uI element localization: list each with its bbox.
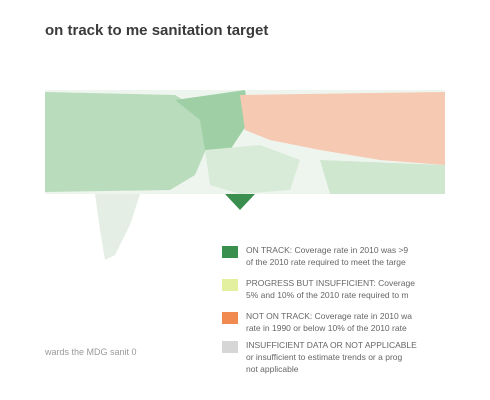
region-asia (320, 160, 445, 194)
legend-text: NOT ON TRACK: Coverage rate in 2010 wa ra… (246, 310, 412, 334)
legend-line: INSUFFICIENT DATA OR NOT APPLICABLE (246, 340, 417, 350)
region-not-on-track (240, 92, 445, 165)
caption: wards the MDG sanit 0 (45, 347, 137, 357)
legend-line: of the 2010 rate required to meet the ta… (246, 257, 406, 267)
legend-line: ON TRACK: Coverage rate in 2010 was >9 (246, 245, 409, 255)
legend-swatch (222, 312, 238, 324)
region-south-america (95, 194, 140, 260)
legend-swatch (222, 341, 238, 353)
legend-line: not applicable (246, 364, 299, 374)
region-green (45, 92, 210, 192)
legend-line: NOT ON TRACK: Coverage rate in 2010 wa (246, 311, 412, 321)
region-europe (175, 90, 250, 150)
legend-text: PROGRESS BUT INSUFFICIENT: Coverage 5% an… (246, 277, 415, 301)
legend-swatch (222, 279, 238, 291)
legend-line: rate in 1990 or below 10% of the 2010 ra… (246, 323, 407, 333)
legend-text: ON TRACK: Coverage rate in 2010 was >9 of… (246, 244, 408, 268)
legend-swatch (222, 246, 238, 258)
legend-text: INSUFFICIENT DATA OR NOT APPLICABLE or in… (246, 339, 417, 375)
legend-line: or insufficient to estimate trends or a … (246, 352, 403, 362)
region-dark-green (225, 194, 255, 210)
legend-line: PROGRESS BUT INSUFFICIENT: Coverage (246, 278, 415, 288)
legend-line: 5% and 10% of the 2010 rate required to … (246, 290, 409, 300)
map-title: on track to me sanitation target (45, 22, 269, 39)
region-mixed (205, 145, 300, 194)
